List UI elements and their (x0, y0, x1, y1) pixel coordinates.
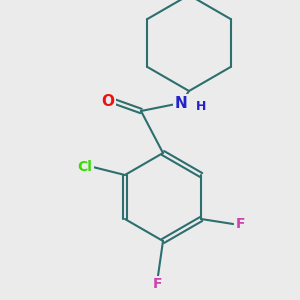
Text: O: O (101, 94, 115, 109)
Text: F: F (236, 217, 245, 231)
Text: H: H (196, 100, 206, 112)
Text: N: N (175, 95, 188, 110)
Text: Cl: Cl (77, 160, 92, 174)
Text: F: F (153, 277, 163, 291)
